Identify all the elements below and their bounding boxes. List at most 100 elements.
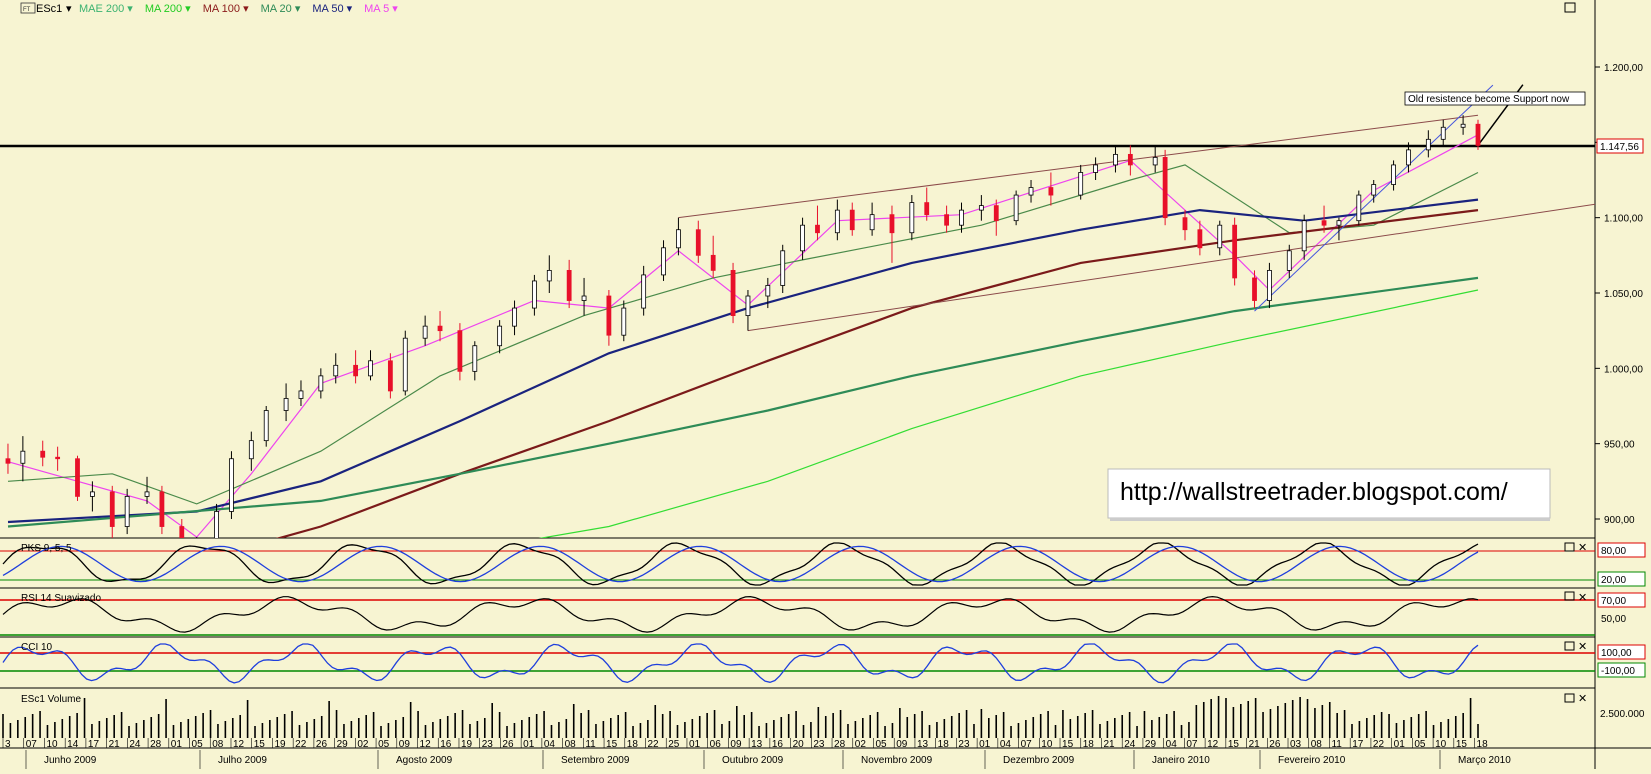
candle-body-0	[5, 458, 11, 464]
candle-body-82	[1460, 123, 1466, 128]
day-label-6: 24	[129, 739, 141, 750]
day-label-67: 01	[1394, 739, 1406, 750]
candle-body-43	[765, 285, 771, 297]
candle-body-34	[606, 295, 612, 336]
cci-label[interactable]: CCI 10	[21, 642, 53, 653]
candle-body-83	[1475, 123, 1481, 146]
day-label-70: 15	[1456, 739, 1468, 750]
month-label-2: Agosto 2009	[396, 755, 453, 766]
candle-body-3	[55, 456, 61, 460]
candle-body-72	[1286, 250, 1292, 271]
volume-maximize-icon[interactable]	[1564, 693, 1575, 703]
price-tick-label-6: 900,00	[1604, 515, 1635, 526]
rsi-maximize-icon[interactable]	[1564, 591, 1575, 601]
day-label-41: 02	[855, 739, 867, 750]
candle-body-35	[621, 307, 627, 336]
candle-body-5	[89, 491, 95, 497]
month-label-6: Dezembro 2009	[1003, 755, 1075, 766]
day-label-59: 15	[1228, 739, 1240, 750]
day-label-10: 08	[212, 739, 224, 750]
price-tick-label-4: 1.000,00	[1604, 364, 1643, 375]
pks-maximize-icon[interactable]	[1564, 542, 1575, 552]
indicator-label-5[interactable]: MA 5 ▾	[364, 3, 398, 15]
candle-body-78	[1391, 164, 1396, 185]
candle-body-53	[944, 214, 950, 226]
chevron-down-icon[interactable]: ▾	[66, 3, 72, 15]
candle-body-46	[815, 224, 820, 234]
day-label-51: 15	[1062, 739, 1074, 750]
candle-body-39	[695, 229, 701, 256]
trendline-0	[678, 114, 1479, 219]
day-label-43: 09	[896, 739, 908, 750]
candle-body-76	[1356, 194, 1362, 222]
candle-body-27	[472, 345, 478, 372]
day-label-17: 02	[357, 739, 369, 750]
cci-level-high: 100,00	[1601, 648, 1632, 659]
candle-body-70	[1252, 277, 1257, 301]
volume-close-icon[interactable]: ✕	[1578, 693, 1587, 705]
volume-label[interactable]: ESc1 Volume	[21, 694, 81, 705]
day-label-32: 25	[668, 739, 680, 750]
candle-body-47	[834, 209, 840, 234]
candle-body-67	[1197, 229, 1203, 249]
candle-body-77	[1371, 184, 1377, 196]
cci-level-low: -100,00	[1601, 666, 1635, 677]
pks-close-icon[interactable]: ✕	[1578, 542, 1587, 554]
ft-icon[interactable]	[20, 2, 36, 14]
indicator-label-4[interactable]: MA 50 ▾	[312, 3, 352, 15]
candle-body-38	[676, 229, 681, 249]
day-label-3: 14	[67, 739, 79, 750]
day-label-48: 04	[1000, 739, 1012, 750]
candle-body-29	[512, 307, 517, 327]
trendline-1	[747, 203, 1595, 332]
cci-close-icon[interactable]: ✕	[1578, 641, 1587, 653]
indicator-label-3[interactable]: MA 20 ▾	[261, 3, 301, 15]
last-price-label: 1.147,56	[1600, 142, 1639, 153]
candle-body-30	[531, 280, 537, 309]
last-price-marker: 1.147,56	[1596, 138, 1644, 154]
month-label-7: Janeiro 2010	[1152, 755, 1210, 766]
candle-body-10	[179, 526, 185, 538]
pks-k-line	[2, 542, 1479, 586]
cci-maximize-icon[interactable]	[1564, 641, 1575, 651]
day-label-8: 01	[171, 739, 183, 750]
candle-body-15	[263, 410, 269, 442]
day-label-0: 3	[5, 739, 11, 750]
indicator-label-0[interactable]: MAE 200 ▾	[79, 3, 133, 15]
rsi-label[interactable]: RSI 14 Suavizado	[21, 593, 101, 604]
indicator-label-2[interactable]: MA 100 ▾	[203, 3, 249, 15]
day-label-27: 08	[565, 739, 577, 750]
symbol-label[interactable]: ESc1	[36, 3, 62, 15]
series-line-5	[538, 289, 1479, 538]
day-label-33: 01	[689, 739, 701, 750]
candle-body-79	[1406, 149, 1411, 166]
day-label-23: 23	[482, 739, 494, 750]
maximize-icon[interactable]	[1564, 2, 1576, 13]
indicator-label-1[interactable]: MA 200 ▾	[145, 3, 191, 15]
x-axis: 3 07 10 14 17 21 24 28 01 05 08 12 15 19 22 26 29 02 05 09 1…	[2, 738, 1511, 769]
candle-body-31	[546, 269, 552, 282]
candle-body-13	[229, 458, 234, 512]
candle-body-58	[1028, 187, 1034, 196]
candle-body-81	[1440, 126, 1446, 140]
cci-line	[2, 643, 1479, 684]
watermark-url: http://wallstreetrader.blogspot.com/	[1120, 478, 1508, 506]
price-tick-label-5: 950,00	[1604, 440, 1635, 451]
day-label-44: 13	[917, 739, 929, 750]
month-label-9: Março 2010	[1458, 755, 1511, 766]
pks-d-line	[2, 545, 1479, 583]
candle-body-51	[909, 202, 915, 234]
day-label-42: 05	[875, 739, 887, 750]
candle-body-74	[1321, 220, 1327, 226]
day-label-61: 26	[1269, 739, 1281, 750]
candle-body-62	[1113, 153, 1118, 166]
day-label-22: 19	[461, 739, 473, 750]
pks-level-high: 80,00	[1601, 546, 1626, 557]
day-label-35: 09	[730, 739, 742, 750]
pks-panel: PKS 9, 5, 5 80,00 20,00 ✕	[0, 542, 1646, 587]
rsi-close-icon[interactable]: ✕	[1578, 592, 1587, 604]
pks-label[interactable]: PKS 9, 5, 5	[21, 543, 72, 554]
candle-body-19	[333, 364, 339, 377]
